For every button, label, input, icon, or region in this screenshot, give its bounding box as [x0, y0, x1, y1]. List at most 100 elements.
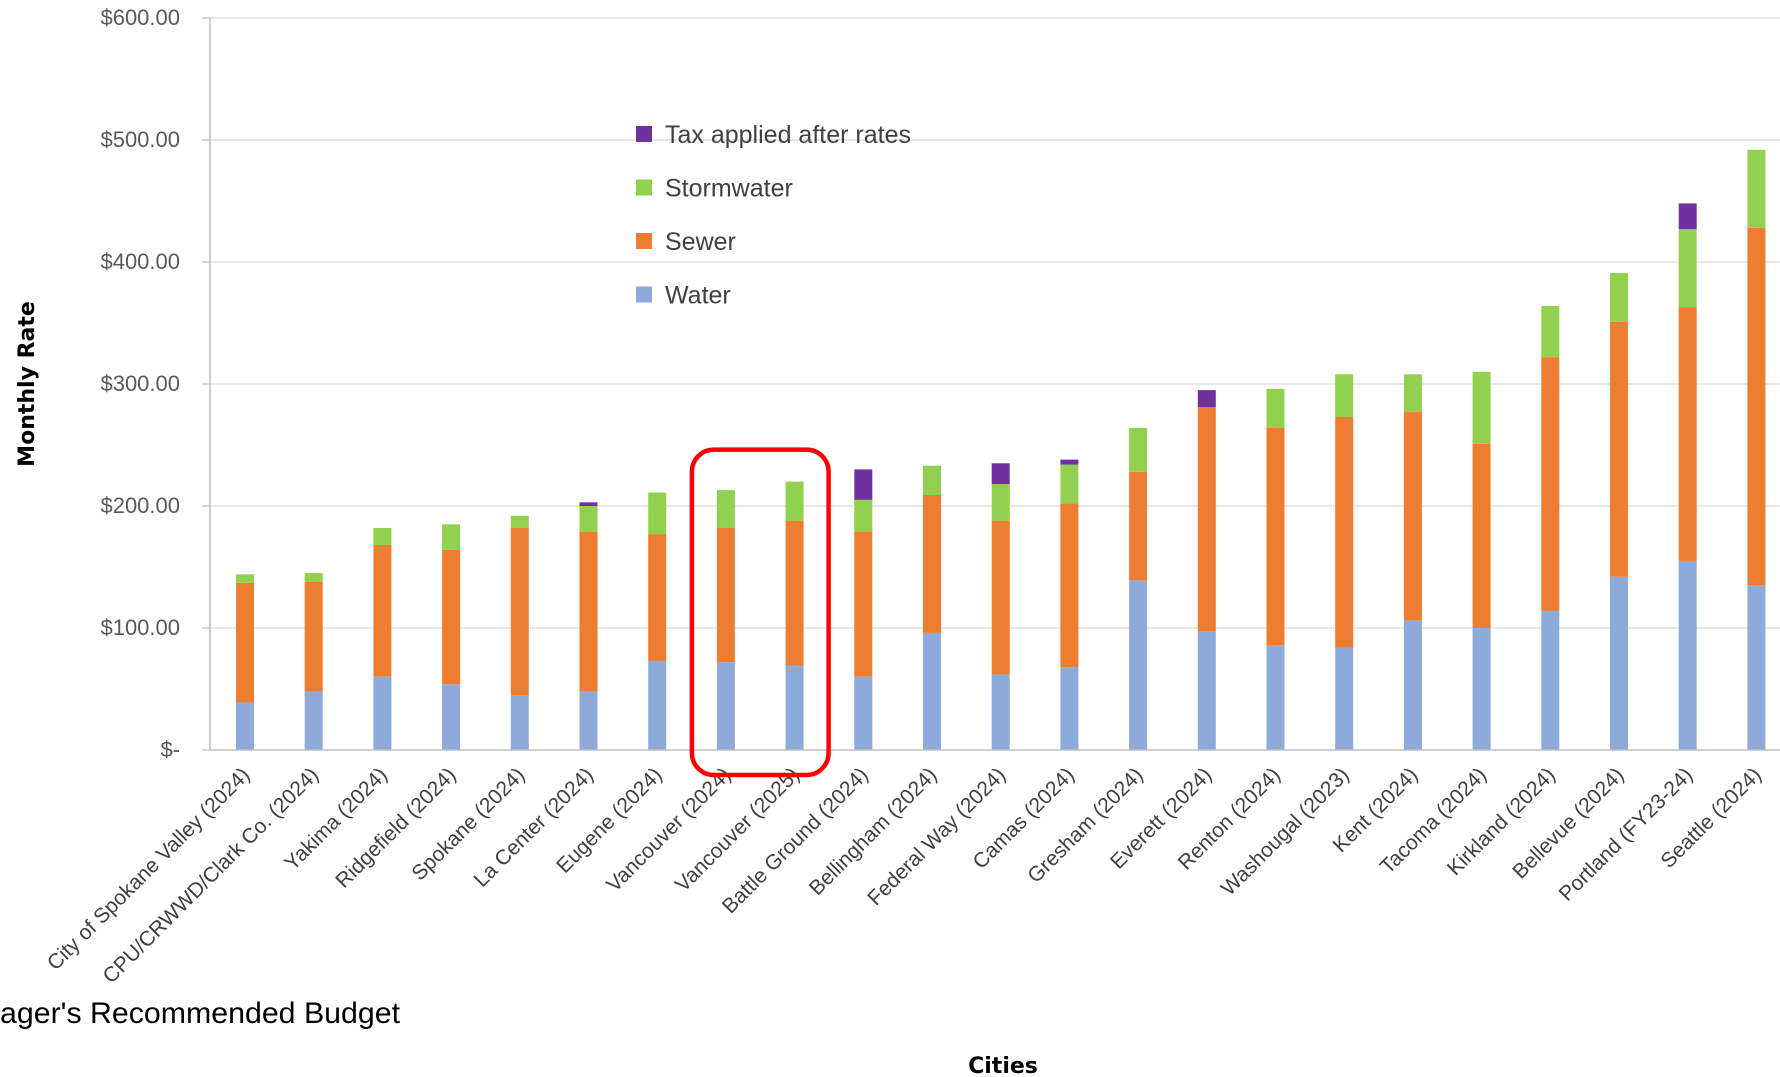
x-category-label: Washougal (2023) [1217, 763, 1354, 900]
x-category-label: Gresham (2024) [1023, 763, 1147, 887]
bar-segment-water [854, 676, 873, 750]
bar-segment-tax-applied-after-rates [1060, 459, 1079, 465]
bar-segment-stormwater [1060, 464, 1079, 504]
bar-segment-water [442, 684, 461, 750]
y-tick-label: $400.00 [100, 249, 180, 274]
bar-segment-water [648, 660, 667, 750]
bar-segment-water [1610, 576, 1628, 750]
bar-segment-sewer [716, 527, 735, 663]
highlight-box [689, 447, 831, 778]
bar-segment-sewer [442, 549, 461, 685]
bar-segment-tax-applied-after-rates [1678, 203, 1697, 230]
bar-segment-sewer [236, 582, 254, 703]
bar-segment-water [991, 674, 1010, 750]
legend: Tax applied after rates Stormwater Sewer Wa… [636, 121, 911, 310]
bar-segment-water [1335, 647, 1354, 750]
bar-segment-stormwater [579, 506, 598, 532]
bar-segment-sewer [854, 531, 873, 677]
bar-segment-water [1197, 631, 1216, 750]
bar-segment-stormwater [373, 527, 392, 546]
bar-segment-sewer [1610, 321, 1628, 577]
bar-segment-tax-applied-after-rates [1197, 390, 1216, 408]
bar-segment-stormwater [1129, 427, 1148, 472]
y-tick-label: $100.00 [100, 615, 180, 640]
y-tick-label: $600.00 [100, 5, 180, 30]
bar-segment-water [716, 662, 735, 750]
bar-segment-sewer [510, 527, 529, 696]
legend-item: Stormwater [636, 175, 793, 203]
footer-text: ager's Recommended Budget [0, 997, 401, 1030]
bar-segment-water [510, 695, 529, 750]
bar-segment-tax-applied-after-rates [991, 463, 1010, 485]
y-tick-labels: $- $100.00 $200.00 $300.00 $400.00 $500.00 $60… [100, 5, 180, 762]
x-category-label: La Center (2024) [470, 763, 599, 892]
bar-segment-sewer [1060, 503, 1079, 668]
bar-segment-stormwater [923, 465, 941, 496]
bar-segment-sewer [373, 545, 392, 677]
bar-segment-stormwater [510, 515, 529, 528]
bar-segment-tax-applied-after-rates [854, 469, 873, 500]
bar-segment-stormwater [1678, 229, 1697, 308]
x-category-label: Vancouver (2025) [671, 763, 804, 896]
x-category-label: Ridgefield (2024) [331, 763, 460, 892]
legend-label: Water [665, 282, 731, 310]
x-category-labels: City of Spokane Valley (2024)CPU/CRWWD/C… [43, 763, 1766, 988]
legend-swatch [636, 286, 652, 303]
x-category-label: Bellingham (2024) [805, 763, 942, 900]
y-tick-label: $200.00 [100, 493, 180, 518]
bar-segment-stormwater [1747, 149, 1766, 228]
bar-segment-water [1678, 560, 1697, 750]
x-axis-title: Cities [968, 1054, 1038, 1077]
bar-segment-water [923, 632, 941, 750]
bar-segment-stormwater [991, 484, 1010, 521]
y-tick-label: $300.00 [100, 371, 180, 396]
bar-segment-water [1747, 585, 1766, 750]
bar-segment-stormwater [1266, 388, 1285, 428]
bar-segment-stormwater [716, 490, 735, 528]
y-axis-title: Monthly Rate [15, 301, 40, 467]
bar-segment-stormwater [1335, 374, 1354, 417]
bar-segment-sewer [785, 520, 804, 666]
legend-label: Stormwater [665, 175, 793, 203]
bar-segment-water [304, 691, 323, 750]
bar-segment-stormwater [442, 524, 461, 550]
legend-item: Water [636, 282, 731, 310]
legend-swatch [636, 233, 652, 249]
bar-segment-water [1060, 667, 1079, 750]
bar-segment-stormwater [1472, 371, 1491, 444]
bar-segment-water [1266, 645, 1285, 750]
bars [236, 149, 1766, 750]
bar-segment-water [579, 691, 598, 750]
bar-segment-water [1403, 620, 1422, 750]
gridlines [202, 17, 1780, 751]
bar-segment-stormwater [854, 499, 873, 532]
bar-segment-sewer [1747, 227, 1766, 586]
bar-segment-sewer [1541, 357, 1560, 611]
legend-label: Tax applied after rates [665, 121, 911, 149]
bar-segment-sewer [304, 581, 323, 692]
x-category-label: Portland (FY23-24) [1555, 763, 1698, 906]
bar-segment-sewer [1335, 416, 1354, 648]
bar-segment-stormwater [304, 573, 323, 582]
bar-segment-sewer [991, 520, 1010, 675]
x-category-label: Vancouver (2024) [602, 763, 735, 896]
legend-item: Sewer [636, 228, 736, 256]
bar-segment-stormwater [236, 574, 254, 583]
bar-segment-water [236, 702, 254, 750]
bar-segment-sewer [1266, 427, 1285, 646]
y-tick-label: $500.00 [100, 127, 180, 152]
bar-segment-sewer [923, 495, 941, 633]
bar-segment-sewer [1197, 407, 1216, 632]
bar-segment-water [1541, 610, 1560, 750]
legend-swatch [636, 179, 652, 196]
bar-segment-stormwater [1541, 305, 1560, 358]
bar-segment-stormwater [785, 481, 804, 521]
y-tick-label: $- [160, 737, 180, 762]
bar-segment-water [1129, 580, 1148, 750]
bar-segment-sewer [1403, 412, 1422, 621]
bar-segment-water [785, 665, 804, 750]
bar-segment-tax-applied-after-rates [579, 502, 598, 506]
bar-segment-sewer [579, 531, 598, 692]
bar-segment-sewer [1472, 443, 1491, 628]
